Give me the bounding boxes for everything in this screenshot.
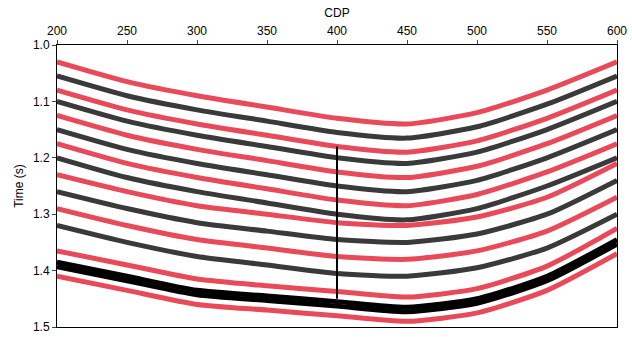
- svg-text:1.0: 1.0: [33, 38, 50, 52]
- svg-text:1.4: 1.4: [33, 264, 50, 278]
- svg-text:1.5: 1.5: [33, 320, 50, 334]
- svg-text:450: 450: [397, 24, 417, 38]
- svg-text:300: 300: [187, 24, 207, 38]
- svg-text:600: 600: [607, 24, 627, 38]
- svg-text:Time (s): Time (s): [12, 164, 26, 208]
- svg-text:350: 350: [257, 24, 277, 38]
- svg-text:1.1: 1.1: [33, 95, 50, 109]
- svg-text:400: 400: [327, 24, 347, 38]
- svg-text:250: 250: [117, 24, 137, 38]
- svg-text:1.3: 1.3: [33, 207, 50, 221]
- svg-text:1.2: 1.2: [33, 151, 50, 165]
- svg-text:CDP: CDP: [324, 6, 349, 20]
- svg-text:550: 550: [537, 24, 557, 38]
- svg-text:200: 200: [47, 24, 67, 38]
- svg-text:500: 500: [467, 24, 487, 38]
